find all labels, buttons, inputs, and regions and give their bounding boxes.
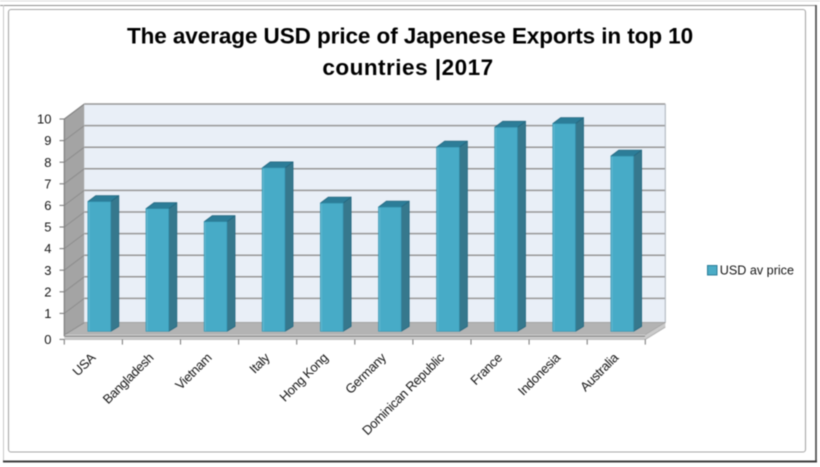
svg-text:8: 8: [44, 155, 51, 170]
svg-text:4: 4: [44, 241, 51, 256]
svg-text:countries |2017: countries |2017: [322, 55, 493, 80]
svg-text:5: 5: [44, 220, 51, 235]
svg-text:USD av price: USD av price: [720, 264, 794, 278]
svg-text:The average USD price of Japen: The average USD price of Japenese Export…: [127, 24, 693, 49]
svg-text:1: 1: [44, 306, 51, 321]
svg-text:7: 7: [44, 176, 51, 191]
svg-text:2: 2: [44, 284, 51, 299]
svg-text:6: 6: [44, 198, 51, 213]
svg-text:9: 9: [44, 133, 51, 148]
svg-text:10: 10: [37, 112, 51, 127]
svg-text:0: 0: [44, 332, 51, 347]
svg-text:3: 3: [44, 263, 51, 278]
